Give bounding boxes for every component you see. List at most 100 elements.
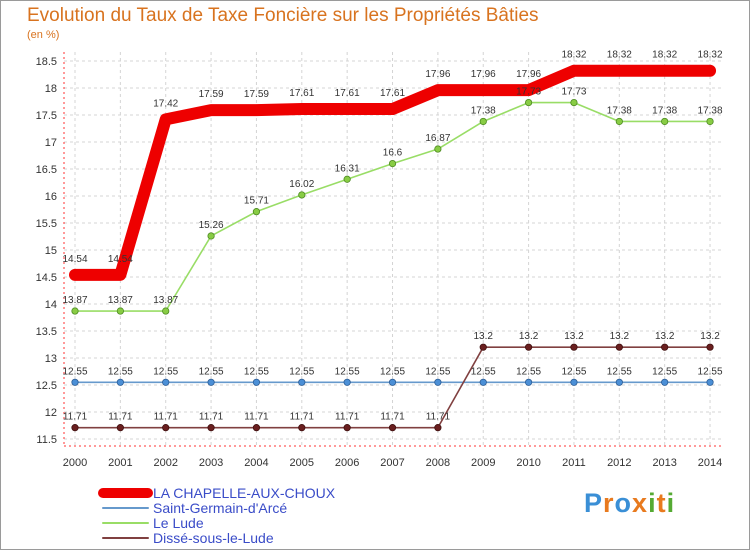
data-label: 13.2 — [655, 331, 675, 342]
data-labels: 12.55 12.55 12.55 12.55 12.55 12.55 12.55 12.55… — [62, 50, 723, 423]
data-label: 17.61 — [289, 88, 314, 99]
data-label: 16.6 — [383, 148, 403, 159]
data-label: 18.32 — [607, 50, 632, 61]
data-point — [71, 307, 79, 315]
data-label: 11.71 — [426, 412, 451, 423]
data-label: 17.38 — [698, 105, 723, 116]
data-point — [388, 424, 397, 432]
data-label: 17.42 — [153, 98, 178, 109]
logo-letter: x — [632, 488, 649, 518]
data-point — [706, 378, 714, 386]
data-point — [252, 208, 261, 216]
data-label: 15.26 — [199, 220, 224, 231]
data-point — [116, 307, 124, 315]
data-label: 13.87 — [108, 295, 133, 306]
data-point — [298, 424, 306, 432]
data-point — [706, 343, 714, 351]
data-point — [615, 343, 623, 351]
data-label: 13.2 — [474, 331, 494, 342]
data-label: 12.55 — [516, 366, 541, 377]
data-label: 12.55 — [607, 366, 632, 377]
data-point — [479, 378, 487, 386]
y-tick-label: 18.5 — [36, 56, 57, 68]
x-tick-label: 2008 — [426, 457, 450, 469]
data-point — [479, 343, 487, 351]
data-label: 13.2 — [519, 331, 539, 342]
x-tick-label: 2001 — [108, 457, 132, 469]
logo-letter: i — [648, 488, 657, 518]
data-point — [343, 175, 351, 183]
data-point — [434, 378, 442, 386]
data-label: 17.38 — [607, 105, 632, 116]
data-point — [615, 117, 623, 126]
y-tick-label: 18 — [45, 83, 57, 95]
logo-letter: o — [614, 488, 633, 518]
data-label: 13.2 — [700, 331, 720, 342]
data-point — [706, 117, 714, 126]
data-point — [252, 424, 261, 432]
data-label: 11.71 — [335, 412, 360, 423]
data-label: 13.2 — [610, 331, 630, 342]
data-label: 16.87 — [425, 133, 450, 144]
data-point — [207, 424, 215, 432]
y-tick-label: 17 — [45, 137, 57, 149]
data-label: 14.54 — [62, 254, 87, 265]
data-label: 11.71 — [154, 412, 179, 423]
x-tick-label: 2009 — [471, 457, 495, 469]
data-label: 18.32 — [652, 50, 677, 61]
data-label: 17.61 — [335, 88, 360, 99]
data-label: 17.73 — [516, 87, 541, 98]
logo-letter: i — [666, 488, 676, 518]
data-point — [661, 378, 669, 386]
y-tick-label: 12 — [45, 407, 57, 419]
data-label: 12.55 — [108, 366, 133, 377]
data-point — [524, 98, 533, 107]
data-point — [388, 160, 397, 168]
axes: 11.5 12 12.5 13 13.5 14 14.5 15 15.5 16 16.5 17 17.5… — [36, 52, 722, 469]
y-tick-label: 17.5 — [36, 110, 57, 122]
legend-label: Dissé-sous-le-Lude — [153, 530, 274, 546]
data-label: 12.55 — [335, 366, 360, 377]
series-line — [69, 64, 717, 281]
legend-label: Saint-Germain-d'Arcé — [153, 500, 287, 516]
proxiti-logo: Proxiti — [584, 488, 675, 519]
data-label: 12.55 — [380, 366, 405, 377]
data-label: 12.55 — [289, 366, 314, 377]
data-point — [524, 343, 533, 351]
series-line — [74, 101, 711, 312]
data-point — [570, 98, 578, 107]
y-tick-label: 14.5 — [36, 272, 57, 284]
legend-label: Le Lude — [153, 515, 204, 531]
y-tick-label: 13 — [45, 353, 57, 365]
data-label: 18.32 — [561, 50, 586, 61]
y-tick-label: 11.5 — [36, 434, 57, 446]
data-point — [524, 378, 533, 386]
y-tick-label: 15.5 — [36, 218, 57, 230]
data-point — [252, 378, 261, 386]
data-point — [661, 343, 669, 351]
data-label: 14.54 — [108, 254, 133, 265]
data-point — [116, 424, 124, 432]
logo-letter: t — [656, 488, 667, 518]
data-label: 17.73 — [561, 87, 586, 98]
x-tick-label: 2002 — [153, 457, 177, 469]
data-point — [570, 378, 578, 386]
x-tick-label: 2005 — [290, 457, 314, 469]
data-point — [162, 307, 170, 315]
y-axis-unit: (en %) — [27, 29, 60, 41]
x-tick-label: 2012 — [607, 457, 631, 469]
y-tick-label: 16.5 — [36, 164, 57, 176]
data-point — [298, 191, 306, 199]
data-point — [343, 378, 351, 386]
data-label: 11.71 — [199, 412, 224, 423]
data-label: 12.55 — [561, 366, 586, 377]
data-label: 11.71 — [63, 412, 88, 423]
y-tick-label: 13.5 — [36, 326, 57, 338]
x-tick-label: 2006 — [335, 457, 359, 469]
data-label: 17.38 — [652, 105, 677, 116]
data-label: 12.55 — [652, 366, 677, 377]
data-label: 12.55 — [153, 366, 178, 377]
data-label: 16.02 — [289, 179, 314, 190]
data-point — [479, 117, 487, 126]
